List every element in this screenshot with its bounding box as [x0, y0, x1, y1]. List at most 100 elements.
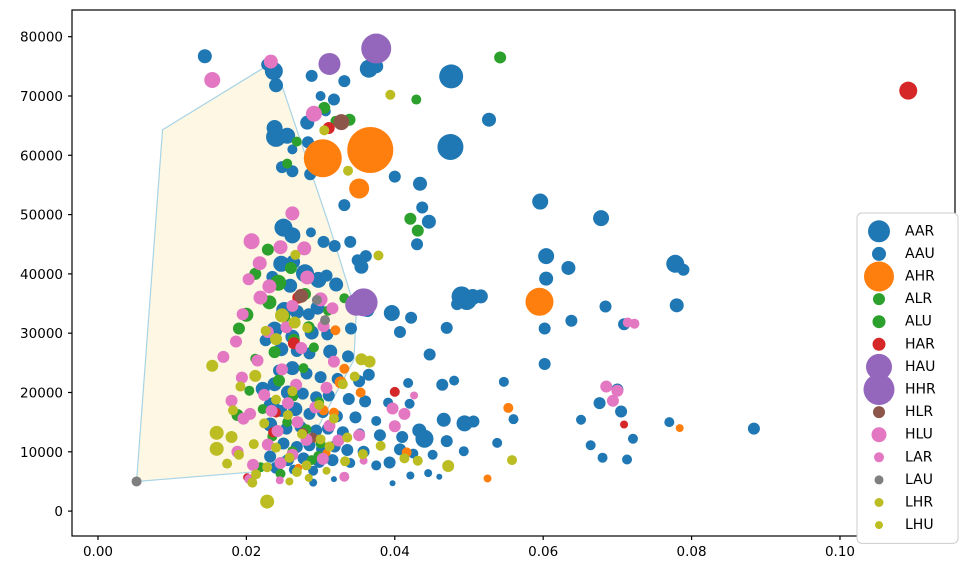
data-point — [247, 458, 260, 471]
data-point — [597, 452, 608, 463]
data-point — [361, 33, 392, 64]
legend-item-lhu[interactable]: LHU — [875, 517, 934, 533]
legend-item-hlr[interactable]: HLR — [873, 404, 933, 420]
legend-item-ahr[interactable]: AHR — [864, 261, 935, 292]
data-point — [342, 350, 355, 363]
legend-item-hhr[interactable]: HHR — [863, 374, 937, 405]
data-point — [404, 212, 417, 225]
data-point — [305, 105, 322, 122]
data-point — [467, 415, 480, 428]
legend-item-lar[interactable]: LAR — [874, 449, 933, 465]
data-point — [320, 381, 333, 394]
data-point — [269, 78, 284, 93]
legend-item-lau[interactable]: LAU — [874, 472, 933, 488]
legend-item-aau[interactable]: AAU — [872, 246, 935, 262]
data-point — [301, 460, 312, 471]
data-point — [316, 452, 329, 465]
data-point — [287, 386, 298, 397]
data-point — [285, 477, 294, 486]
data-point — [539, 271, 554, 286]
data-point — [483, 474, 492, 483]
legend-marker-icon — [873, 406, 885, 419]
data-point — [403, 378, 414, 388]
data-point — [492, 437, 503, 448]
x-tick-label: 0.04 — [380, 544, 410, 560]
data-point — [599, 300, 612, 313]
y-tick-label: 0 — [54, 504, 63, 520]
data-point — [349, 371, 360, 382]
series-AAR — [197, 49, 760, 487]
data-point — [620, 420, 629, 429]
legend-marker-icon — [874, 498, 884, 507]
data-point — [262, 462, 273, 473]
data-point — [440, 435, 453, 448]
data-point — [326, 302, 339, 315]
data-point — [615, 405, 628, 418]
data-points-group — [131, 33, 918, 509]
data-point — [197, 49, 212, 64]
data-point — [538, 358, 551, 371]
data-point — [344, 235, 357, 248]
data-point — [396, 430, 409, 443]
data-point — [404, 398, 415, 409]
data-point — [664, 417, 675, 428]
legend-marker-icon — [866, 353, 892, 380]
data-point — [318, 52, 341, 75]
data-point — [423, 348, 436, 361]
data-point — [283, 278, 298, 293]
data-point — [233, 449, 244, 460]
legend-item-lhr[interactable]: LHR — [874, 495, 934, 511]
data-point — [328, 413, 339, 424]
data-point — [342, 393, 355, 406]
y-tick-label: 20000 — [20, 385, 63, 401]
data-point — [243, 233, 260, 250]
x-tick-label: 0.10 — [825, 544, 855, 560]
data-point — [270, 333, 283, 346]
legend-item-aar[interactable]: AAR — [868, 220, 935, 243]
data-point — [600, 380, 613, 393]
data-point — [258, 388, 271, 401]
data-point — [611, 384, 624, 397]
data-point — [286, 299, 299, 312]
data-point — [421, 214, 436, 229]
legend-item-hlu[interactable]: HLU — [871, 427, 933, 443]
legend-item-har[interactable]: HAR — [872, 336, 936, 352]
data-point — [248, 439, 259, 450]
legend-item-alr[interactable]: ALR — [873, 291, 932, 307]
data-point — [225, 394, 238, 407]
data-point — [314, 399, 325, 410]
legend-item-label: HLU — [905, 427, 933, 443]
legend-item-label: LAU — [905, 472, 933, 488]
data-point — [324, 441, 335, 452]
data-point — [295, 342, 308, 355]
legend-marker-icon — [868, 220, 890, 243]
legend-item-label: AHR — [905, 269, 935, 285]
data-point — [287, 144, 298, 155]
data-point — [439, 64, 464, 89]
data-point — [271, 442, 282, 453]
legend-item-label: ALR — [905, 291, 932, 307]
legend[interactable]: AAR AAU AHR ALR ALU HAR HAU HHR HLR HLU LAR LAU LHR L… — [856, 212, 959, 544]
series-LHR — [206, 89, 518, 509]
legend-marker-icon — [872, 246, 886, 261]
y-tick-label: 40000 — [20, 267, 63, 283]
legend-marker-icon — [874, 452, 884, 463]
data-point — [349, 288, 378, 317]
data-point — [275, 476, 284, 485]
data-point — [209, 441, 224, 456]
data-point — [677, 263, 690, 276]
data-point — [627, 433, 638, 444]
y-tick-label: 60000 — [20, 148, 63, 164]
legend-item-hau[interactable]: HAU — [866, 353, 935, 380]
data-point — [323, 344, 338, 359]
data-point — [229, 335, 242, 348]
series-AAU — [330, 473, 443, 487]
data-point — [525, 287, 554, 316]
data-point — [228, 405, 239, 416]
data-point — [427, 449, 438, 460]
legend-item-label: AAU — [905, 246, 935, 262]
data-point — [285, 206, 300, 221]
data-point — [337, 379, 348, 390]
data-point — [247, 477, 258, 488]
legend-item-alu[interactable]: ALU — [872, 314, 932, 330]
